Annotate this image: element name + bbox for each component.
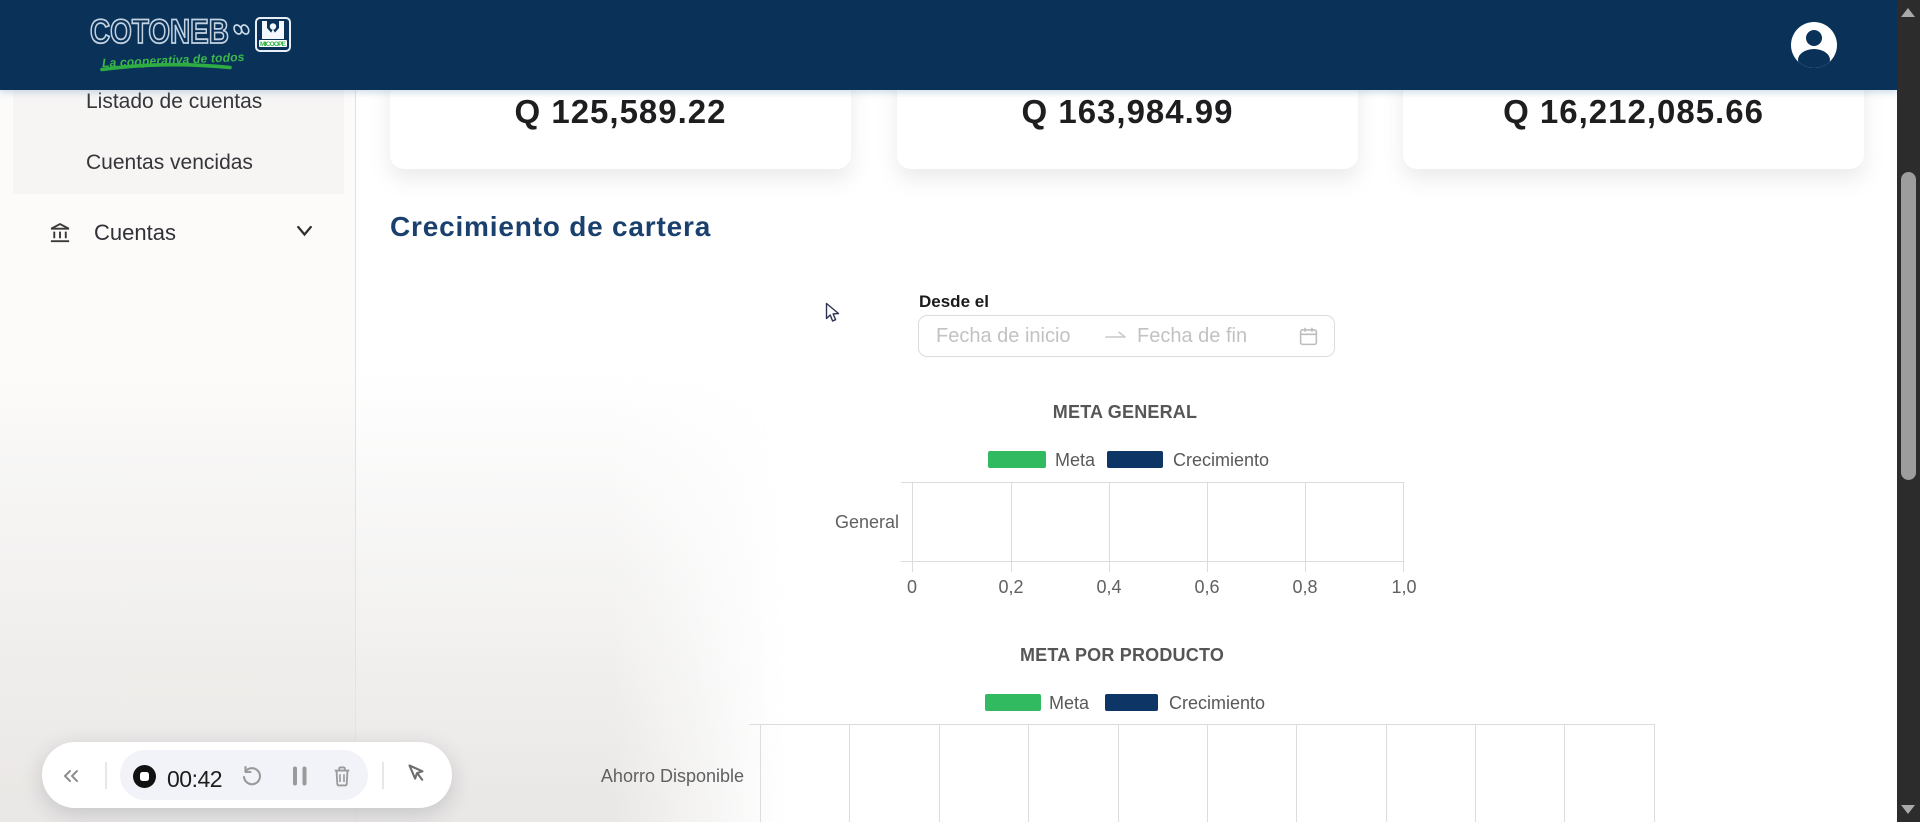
svg-text:MICOOPE: MICOOPE	[260, 41, 287, 48]
